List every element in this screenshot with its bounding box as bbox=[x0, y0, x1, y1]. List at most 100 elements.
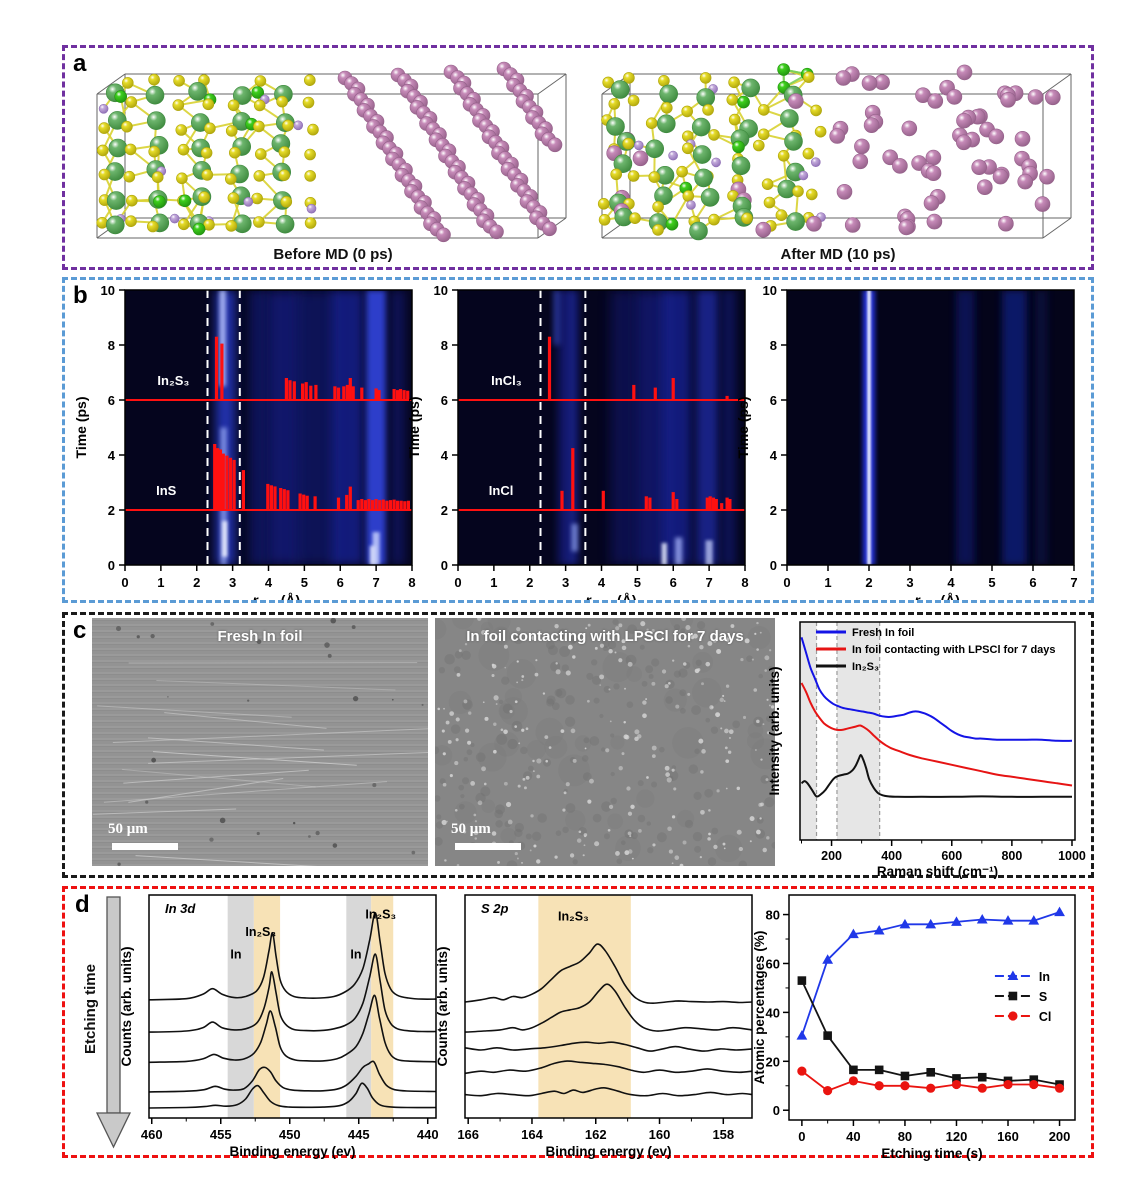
svg-text:2: 2 bbox=[526, 575, 533, 590]
svg-text:2: 2 bbox=[441, 503, 448, 518]
svg-text:40: 40 bbox=[846, 1129, 860, 1144]
md-snapshot-after bbox=[588, 54, 1088, 246]
svg-text:6: 6 bbox=[337, 575, 344, 590]
panel-a-label: a bbox=[73, 50, 87, 77]
svg-text:5: 5 bbox=[301, 575, 308, 590]
svg-text:40: 40 bbox=[766, 1005, 780, 1020]
svg-text:rIn-Cl (Å): rIn-Cl (Å) bbox=[586, 592, 637, 600]
svg-text:200: 200 bbox=[1049, 1129, 1071, 1144]
sem1-title: Fresh In foil bbox=[217, 628, 303, 645]
panel-d-label: d bbox=[75, 891, 90, 918]
panel-b-rdf-heatmaps: b In₂S₃InS0123456780246810rIn-S (Å)Time … bbox=[62, 277, 1094, 612]
svg-text:In 3d: In 3d bbox=[165, 901, 196, 916]
svg-text:0: 0 bbox=[441, 558, 448, 573]
svg-text:In₂S₃: In₂S₃ bbox=[852, 661, 879, 673]
svg-text:Counts (arb. units): Counts (arb. units) bbox=[119, 947, 134, 1067]
svg-text:Cl: Cl bbox=[1039, 1010, 1052, 1024]
svg-text:0: 0 bbox=[783, 575, 790, 590]
panel-d-xps-depth-profile: d Etching time 460 455 450 445 440 Binding en… bbox=[62, 886, 1094, 1161]
sem-image-fresh-in-foil: Fresh In foil 50 μm bbox=[92, 618, 428, 866]
svg-text:3: 3 bbox=[562, 575, 569, 590]
sem1-scalebar-text: 50 μm bbox=[108, 821, 148, 837]
heatmap-in-cl: InCl₃ InCl 0 1 2 3 4 5 6 7 8 0 2 4 6 8 10 rIn-Cl (Å) Time … bbox=[403, 282, 768, 612]
svg-text:2: 2 bbox=[770, 503, 777, 518]
sem1-scalebar bbox=[112, 843, 178, 850]
svg-text:200: 200 bbox=[821, 849, 842, 863]
svg-text:460: 460 bbox=[141, 1127, 163, 1142]
svg-text:rP-S (Å): rP-S (Å) bbox=[915, 592, 960, 600]
svg-text:0: 0 bbox=[454, 575, 461, 590]
raman-spectra-chart: 200 400 600 800 1000 Raman shift (cm⁻¹) Intens… bbox=[761, 615, 1106, 884]
svg-text:InS: InS bbox=[156, 483, 177, 498]
svg-text:0: 0 bbox=[773, 1103, 780, 1118]
svg-text:6: 6 bbox=[108, 393, 115, 408]
xps-in3d-chart: 460 455 450 445 440 Binding energy (ev) Counts… bbox=[110, 889, 455, 1166]
svg-text:5: 5 bbox=[988, 575, 995, 590]
md-snapshot-before bbox=[83, 54, 583, 246]
svg-text:4: 4 bbox=[770, 448, 778, 463]
svg-text:80: 80 bbox=[766, 908, 780, 923]
svg-text:4: 4 bbox=[441, 448, 449, 463]
svg-text:6: 6 bbox=[441, 393, 448, 408]
svg-text:2: 2 bbox=[108, 503, 115, 518]
svg-text:2: 2 bbox=[193, 575, 200, 590]
md-caption-before: Before MD (0 ps) bbox=[273, 246, 393, 263]
svg-text:166: 166 bbox=[457, 1127, 479, 1142]
svg-text:In₂S₃: In₂S₃ bbox=[365, 907, 396, 921]
svg-text:158: 158 bbox=[712, 1127, 734, 1142]
svg-text:Time (ps): Time (ps) bbox=[735, 397, 751, 459]
panel-c-label: c bbox=[73, 617, 87, 644]
etching-time-arrow-icon bbox=[95, 896, 132, 1149]
svg-text:In₂S₃: In₂S₃ bbox=[558, 910, 589, 924]
svg-text:7: 7 bbox=[373, 575, 380, 590]
md-caption-after: After MD (10 ps) bbox=[780, 246, 896, 263]
svg-text:0: 0 bbox=[121, 575, 128, 590]
svg-text:400: 400 bbox=[881, 849, 902, 863]
svg-text:10: 10 bbox=[763, 283, 777, 298]
svg-text:0: 0 bbox=[108, 558, 115, 573]
svg-text:160: 160 bbox=[997, 1129, 1019, 1144]
svg-text:In: In bbox=[1039, 970, 1050, 984]
panel-c-sem-raman: c Fresh In foil 50 μm In foil contacting… bbox=[62, 612, 1094, 879]
svg-text:3: 3 bbox=[906, 575, 913, 590]
svg-text:rIn-S (Å): rIn-S (Å) bbox=[253, 592, 301, 600]
svg-text:450: 450 bbox=[279, 1127, 301, 1142]
heatmap-in-s: In₂S₃ InS 0 1 2 3 4 5 6 7 8 0 2 4 6 8 10 rIn-S (Å) Time (p… bbox=[70, 282, 435, 612]
svg-text:1: 1 bbox=[490, 575, 497, 590]
svg-text:1000: 1000 bbox=[1058, 849, 1086, 863]
svg-text:0: 0 bbox=[798, 1129, 805, 1144]
xps-s2p-chart: 166 164 162 160 158 Binding energy (ev) Counts… bbox=[426, 889, 771, 1166]
sem2-title: In foil contacting with LPSCl for 7 days bbox=[466, 628, 744, 645]
svg-text:8: 8 bbox=[770, 338, 777, 353]
svg-text:4: 4 bbox=[947, 575, 955, 590]
svg-text:6: 6 bbox=[1029, 575, 1036, 590]
sem2-scalebar-text: 50 μm bbox=[451, 821, 491, 837]
svg-text:4: 4 bbox=[598, 575, 606, 590]
svg-text:80: 80 bbox=[898, 1129, 912, 1144]
svg-text:8: 8 bbox=[408, 575, 415, 590]
svg-text:Time (ps): Time (ps) bbox=[406, 397, 422, 459]
svg-text:3: 3 bbox=[229, 575, 236, 590]
sem-image-aged-in-foil: In foil contacting with LPSCl for 7 days… bbox=[435, 618, 775, 866]
svg-text:8: 8 bbox=[741, 575, 748, 590]
svg-text:Binding energy (ev): Binding energy (ev) bbox=[229, 1144, 355, 1159]
svg-text:8: 8 bbox=[108, 338, 115, 353]
svg-text:Raman shift (cm⁻¹): Raman shift (cm⁻¹) bbox=[877, 864, 998, 879]
svg-text:6: 6 bbox=[670, 575, 677, 590]
svg-text:120: 120 bbox=[946, 1129, 968, 1144]
svg-text:In: In bbox=[230, 948, 241, 962]
svg-text:455: 455 bbox=[210, 1127, 232, 1142]
panel-b-label: b bbox=[73, 282, 88, 309]
sem2-texture bbox=[435, 618, 775, 866]
svg-text:In foil contacting with LPSCl: In foil contacting with LPSCl for 7 days bbox=[852, 644, 1056, 656]
svg-text:InCl₃: InCl₃ bbox=[491, 373, 522, 388]
svg-text:1: 1 bbox=[157, 575, 164, 590]
svg-text:Binding energy (ev): Binding energy (ev) bbox=[545, 1144, 671, 1159]
svg-text:7: 7 bbox=[706, 575, 713, 590]
svg-text:Intensity (arb. units): Intensity (arb. units) bbox=[767, 666, 782, 795]
svg-text:In₂S₃: In₂S₃ bbox=[245, 925, 276, 939]
svg-text:8: 8 bbox=[441, 338, 448, 353]
svg-text:Etching time (s): Etching time (s) bbox=[881, 1146, 982, 1161]
svg-text:4: 4 bbox=[265, 575, 273, 590]
